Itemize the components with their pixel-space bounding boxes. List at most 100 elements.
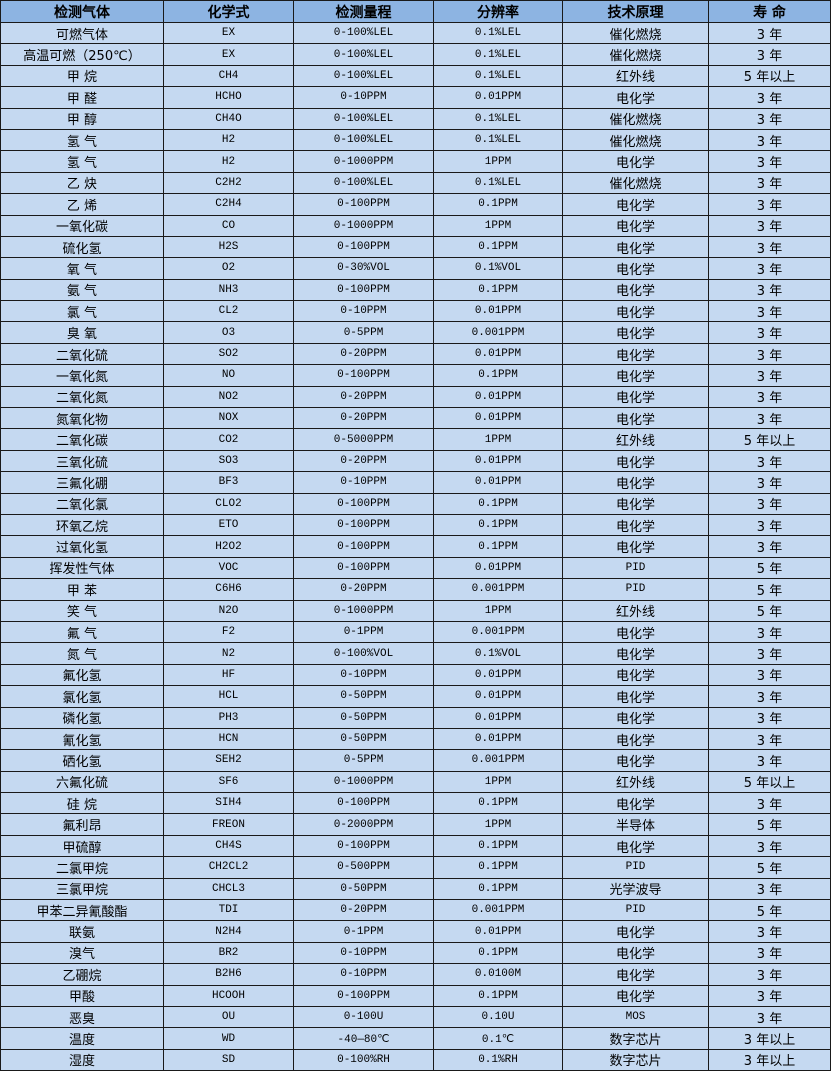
- table-row: 笑 气 N2O 0-1000PPM 1PPM 红外线 5 年: [0, 599, 831, 622]
- cell-resolution: 0.1PPM: [433, 513, 563, 537]
- table-row: 甲 苯 C6H6 0-20PPM 0.001PPM PID 5 年: [0, 578, 831, 601]
- cell-resolution: 0.001PPM: [433, 321, 563, 344]
- cell-principle: 电化学: [562, 513, 709, 537]
- cell-lifetime: 3 年: [708, 321, 831, 344]
- cell-range: 0-100%LEL: [293, 107, 434, 130]
- cell-gas: 氟利昂: [0, 813, 164, 836]
- cell-range: 0-50PPM: [293, 685, 434, 708]
- table-row: 挥发性气体 VOC 0-100PPM 0.01PPM PID 5 年: [0, 556, 831, 580]
- cell-gas: 氯化氢: [0, 685, 164, 708]
- cell-lifetime: 3 年: [708, 107, 831, 130]
- cell-gas: 乙 烯: [0, 193, 164, 216]
- cell-resolution: 0.1%LEL: [433, 128, 563, 152]
- cell-principle: 电化学: [562, 792, 709, 815]
- cell-resolution: 0.001PPM: [433, 620, 563, 644]
- cell-formula: H2S: [163, 235, 294, 259]
- cell-principle: 电化学: [562, 86, 709, 109]
- cell-lifetime: 3 年: [708, 21, 831, 45]
- cell-formula: HCL: [163, 685, 294, 708]
- cell-resolution: 0.01PPM: [433, 920, 563, 943]
- table-row: 氨 气 NH3 0-100PPM 0.1PPM 电化学 3 年: [0, 278, 831, 302]
- table-row: 可燃气体 EX 0-100%LEL 0.1%LEL 催化燃烧 3 年: [0, 21, 831, 45]
- cell-formula: C2H2: [163, 171, 294, 195]
- cell-principle: 催化燃烧: [562, 21, 709, 45]
- cell-lifetime: 3 年: [708, 86, 831, 109]
- cell-principle: 光学波导: [562, 877, 709, 901]
- table-row: 氟 气 F2 0-1PPM 0.001PPM 电化学 3 年: [0, 620, 831, 644]
- table-row: 温度 WD -40—80℃ 0.1℃ 数字芯片 3 年以上: [0, 1027, 831, 1050]
- cell-resolution: 0.01PPM: [433, 706, 563, 729]
- cell-formula: H2: [163, 150, 294, 173]
- cell-range: 0-10PPM: [293, 663, 434, 687]
- cell-principle: 电化学: [562, 834, 709, 858]
- cell-formula: OU: [163, 1005, 294, 1029]
- cell-lifetime: 3 年: [708, 385, 831, 409]
- cell-lifetime: 5 年: [708, 813, 831, 836]
- cell-gas: 乙硼烷: [0, 963, 164, 986]
- cell-principle: 电化学: [562, 193, 709, 216]
- cell-formula: CHCL3: [163, 877, 294, 901]
- cell-range: -40—80℃: [293, 1027, 434, 1050]
- cell-range: 0-100PPM: [293, 834, 434, 858]
- cell-resolution: 0.1PPM: [433, 235, 563, 259]
- cell-principle: 红外线: [562, 64, 709, 88]
- cell-range: 0-10PPM: [293, 86, 434, 109]
- table-row: 氯化氢 HCL 0-50PPM 0.01PPM 电化学 3 年: [0, 685, 831, 708]
- cell-principle: 电化学: [562, 407, 709, 430]
- cell-resolution: 0.1PPM: [433, 941, 563, 965]
- table-row: 高温可燃（250℃） EX 0-100%LEL 0.1%LEL 催化燃烧 3 年: [0, 43, 831, 66]
- cell-formula: BR2: [163, 941, 294, 965]
- table-row: 溴气 BR2 0-10PPM 0.1PPM 电化学 3 年: [0, 941, 831, 965]
- cell-formula: HCHO: [163, 86, 294, 109]
- cell-resolution: 0.10U: [433, 1005, 563, 1029]
- cell-formula: SO3: [163, 449, 294, 473]
- cell-formula: O3: [163, 321, 294, 344]
- cell-resolution: 0.1%RH: [433, 1048, 563, 1072]
- cell-gas: 氟化氢: [0, 663, 164, 687]
- cell-formula: CO: [163, 214, 294, 237]
- cell-lifetime: 3 年: [708, 407, 831, 430]
- table-row: 甲 醛 HCHO 0-10PPM 0.01PPM 电化学 3 年: [0, 86, 831, 109]
- cell-range: 0-5PPM: [293, 749, 434, 772]
- cell-principle: 电化学: [562, 278, 709, 302]
- cell-principle: 电化学: [562, 342, 709, 366]
- cell-principle: 电化学: [562, 150, 709, 173]
- table-row: 二氧化碳 CO2 0-5000PPM 1PPM 红外线 5 年以上: [0, 428, 831, 451]
- cell-principle: 电化学: [562, 535, 709, 558]
- cell-principle: PID: [562, 899, 709, 922]
- cell-formula: EX: [163, 43, 294, 66]
- cell-formula: B2H6: [163, 963, 294, 986]
- table-row: 氧 气 O2 0-30%VOL 0.1%VOL 电化学 3 年: [0, 257, 831, 280]
- cell-formula: N2O: [163, 599, 294, 622]
- cell-gas: 联氨: [0, 920, 164, 943]
- cell-principle: 催化燃烧: [562, 43, 709, 66]
- cell-gas: 甲 醇: [0, 107, 164, 130]
- cell-lifetime: 3 年: [708, 663, 831, 687]
- cell-range: 0-1000PPM: [293, 150, 434, 173]
- cell-range: 0-50PPM: [293, 727, 434, 751]
- cell-formula: EX: [163, 21, 294, 45]
- table-row: 氮氧化物 NOX 0-20PPM 0.01PPM 电化学 3 年: [0, 407, 831, 430]
- cell-resolution: 0.1PPM: [433, 834, 563, 858]
- cell-resolution: 1PPM: [433, 428, 563, 451]
- table-row: 二氧化氮 NO2 0-20PPM 0.01PPM 电化学 3 年: [0, 385, 831, 409]
- table-row: 臭 氧 O3 0-5PPM 0.001PPM 电化学 3 年: [0, 321, 831, 344]
- cell-lifetime: 3 年: [708, 749, 831, 772]
- cell-resolution: 0.01PPM: [433, 556, 563, 580]
- cell-formula: HCOOH: [163, 984, 294, 1007]
- cell-lifetime: 3 年以上: [708, 1027, 831, 1050]
- table-row: 甲酸 HCOOH 0-100PPM 0.1PPM 电化学 3 年: [0, 984, 831, 1007]
- cell-principle: 红外线: [562, 428, 709, 451]
- cell-formula: HCN: [163, 727, 294, 751]
- cell-formula: CH4: [163, 64, 294, 88]
- cell-resolution: 0.1PPM: [433, 364, 563, 387]
- cell-principle: 催化燃烧: [562, 171, 709, 195]
- cell-gas: 温度: [0, 1027, 164, 1050]
- cell-gas: 氟 气: [0, 620, 164, 644]
- cell-resolution: 1PPM: [433, 214, 563, 237]
- cell-formula: SF6: [163, 770, 294, 794]
- cell-lifetime: 3 年: [708, 727, 831, 751]
- cell-range: 0-50PPM: [293, 706, 434, 729]
- cell-formula: CLO2: [163, 492, 294, 515]
